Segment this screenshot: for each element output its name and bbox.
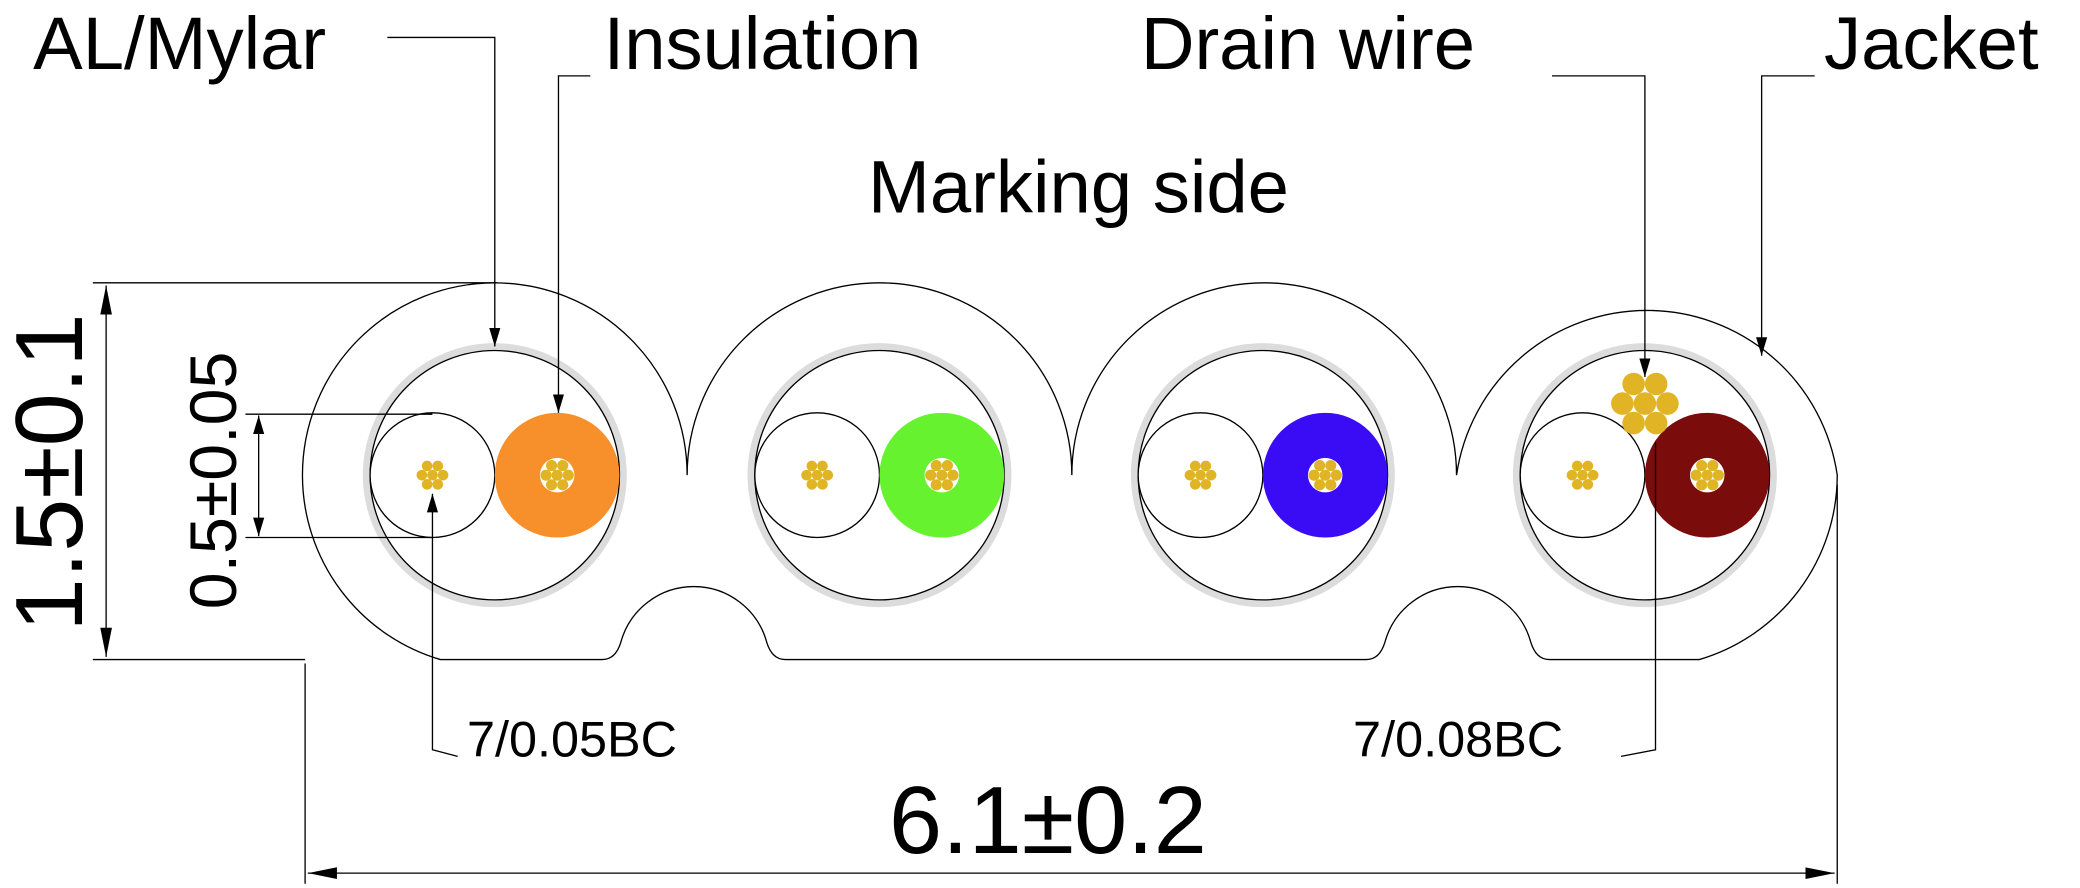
leader-lines [387, 36, 1815, 758]
height-dimension [92, 282, 498, 661]
label-drain-wire: Drain wire [1141, 2, 1475, 85]
cable-unit [362, 343, 627, 608]
conductor-strands [540, 459, 574, 491]
label-conductor-small: 7/0.05BC [467, 710, 677, 767]
label-al-mylar: AL/Mylar [33, 2, 326, 85]
jacket-outline [301, 282, 1838, 661]
conductor-strands [416, 460, 449, 490]
conductor-strands [1308, 459, 1342, 491]
label-marking-side: Marking side [868, 146, 1289, 229]
insulation-diameter-label: 0.5±0.05 [177, 352, 251, 610]
label-conductor-drain: 7/0.08BC [1353, 710, 1563, 767]
al-mylar-shield [1130, 343, 1395, 608]
width-dimension [304, 484, 1838, 884]
label-jacket: Jacket [1824, 2, 2039, 85]
cable-unit [1512, 343, 1777, 608]
conductor-strands [1690, 459, 1724, 491]
cable-units [362, 343, 1777, 608]
cable-unit [1130, 343, 1395, 608]
height-dimension-label: 1.5±0.1 [0, 314, 103, 632]
insulation-diameter-dimension [245, 413, 433, 539]
conductor-strands [1184, 460, 1217, 490]
label-insulation: Insulation [604, 2, 922, 85]
drain-wire [1611, 372, 1679, 435]
conductor-strands [925, 459, 959, 491]
width-dimension-label: 6.1±0.2 [889, 768, 1207, 874]
conductor-strands [801, 460, 834, 490]
conductor-strands [1566, 460, 1599, 490]
drain-wire-strands [1611, 372, 1679, 435]
cable-unit [747, 343, 1012, 608]
al-mylar-shield [747, 343, 1012, 608]
